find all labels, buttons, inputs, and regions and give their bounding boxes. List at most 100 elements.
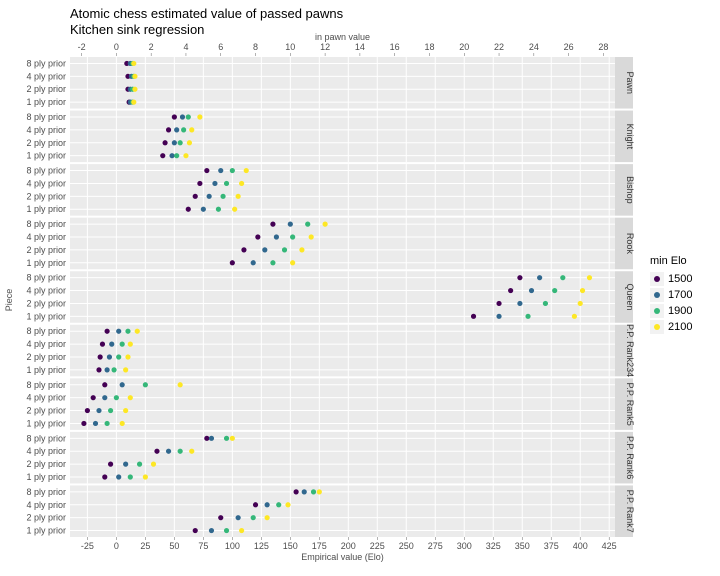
data-point: [128, 342, 133, 347]
data-point: [204, 168, 209, 173]
data-point: [132, 74, 137, 79]
data-point: [317, 489, 322, 494]
svg-text:Piece: Piece: [4, 289, 14, 312]
data-point: [96, 367, 101, 372]
data-point: [265, 502, 270, 507]
svg-text:4 ply prior: 4 ply prior: [26, 71, 66, 81]
svg-text:375: 375: [544, 541, 559, 551]
legend-label: 1900: [668, 305, 692, 317]
data-point: [224, 181, 229, 186]
data-point: [209, 528, 214, 533]
data-point: [187, 140, 192, 145]
svg-text:1 ply prior: 1 ply prior: [26, 418, 66, 428]
svg-text:2 ply prior: 2 ply prior: [26, 352, 66, 362]
data-point: [305, 222, 310, 227]
data-point: [274, 234, 279, 239]
data-point: [96, 408, 101, 413]
data-point: [587, 275, 592, 280]
data-point: [183, 153, 188, 158]
chart-title-line2: Kitchen sink regression: [70, 22, 204, 37]
legend-title: min Elo: [650, 255, 692, 267]
data-point: [224, 528, 229, 533]
svg-text:2: 2: [149, 42, 154, 52]
data-point: [496, 301, 501, 306]
svg-text:4 ply prior: 4 ply prior: [26, 232, 66, 242]
svg-text:1 ply prior: 1 ply prior: [26, 365, 66, 375]
data-point: [290, 260, 295, 265]
data-point: [580, 288, 585, 293]
data-point: [105, 367, 110, 372]
data-point: [116, 474, 121, 479]
data-point: [131, 61, 136, 66]
legend-item: 1900: [650, 303, 692, 319]
data-point: [143, 382, 148, 387]
data-point: [111, 367, 116, 372]
legend-item: 1500: [650, 271, 692, 287]
data-point: [299, 247, 304, 252]
svg-text:1 ply prior: 1 ply prior: [26, 472, 66, 482]
data-point: [186, 114, 191, 119]
data-point: [204, 436, 209, 441]
svg-text:250: 250: [399, 541, 414, 551]
legend: min Elo 1500170019002100: [650, 255, 692, 335]
svg-text:2 ply prior: 2 ply prior: [26, 191, 66, 201]
svg-text:26: 26: [564, 42, 574, 52]
data-point: [282, 247, 287, 252]
svg-text:28: 28: [598, 42, 608, 52]
data-point: [107, 354, 112, 359]
data-point: [471, 314, 476, 319]
svg-text:4 ply prior: 4 ply prior: [26, 178, 66, 188]
data-point: [174, 127, 179, 132]
svg-text:8 ply prior: 8 ply prior: [26, 273, 66, 283]
svg-text:175: 175: [312, 541, 327, 551]
data-point: [169, 153, 174, 158]
svg-text:225: 225: [370, 541, 385, 551]
svg-text:Rook: Rook: [625, 233, 635, 255]
data-point: [154, 449, 159, 454]
svg-text:-2: -2: [78, 42, 86, 52]
data-point: [120, 342, 125, 347]
svg-text:10: 10: [285, 42, 295, 52]
svg-text:P.P. Rank7: P.P. Rank7: [625, 490, 635, 533]
data-point: [162, 140, 167, 145]
svg-text:1 ply prior: 1 ply prior: [26, 526, 66, 536]
data-point: [116, 354, 121, 359]
svg-text:Queen: Queen: [625, 283, 635, 310]
data-point: [578, 301, 583, 306]
data-point: [508, 288, 513, 293]
data-point: [100, 342, 105, 347]
data-point: [128, 395, 133, 400]
svg-text:300: 300: [457, 541, 472, 551]
svg-text:4 ply prior: 4 ply prior: [26, 125, 66, 135]
svg-text:4: 4: [183, 42, 188, 52]
data-point: [102, 395, 107, 400]
svg-text:14: 14: [355, 42, 365, 52]
data-point: [109, 342, 114, 347]
data-point: [270, 222, 275, 227]
data-point: [135, 329, 140, 334]
data-point: [131, 100, 136, 105]
svg-text:150: 150: [283, 541, 298, 551]
legend-label: 1700: [668, 289, 692, 301]
svg-text:325: 325: [486, 541, 501, 551]
data-point: [174, 153, 179, 158]
svg-text:1 ply prior: 1 ply prior: [26, 311, 66, 321]
data-point: [239, 181, 244, 186]
data-point: [560, 275, 565, 280]
svg-text:8 ply prior: 8 ply prior: [26, 487, 66, 497]
data-point: [525, 314, 530, 319]
data-point: [552, 288, 557, 293]
svg-text:400: 400: [573, 541, 588, 551]
data-point: [91, 395, 96, 400]
data-point: [294, 489, 299, 494]
data-point: [186, 207, 191, 212]
svg-text:2 ply prior: 2 ply prior: [26, 138, 66, 148]
data-point: [496, 314, 501, 319]
data-point: [251, 260, 256, 265]
data-point: [180, 114, 185, 119]
data-point: [251, 515, 256, 520]
svg-text:75: 75: [198, 541, 208, 551]
svg-text:425: 425: [602, 541, 617, 551]
chart-title-line1: Atomic chess estimated value of passed p…: [70, 6, 343, 21]
data-point: [108, 462, 113, 467]
